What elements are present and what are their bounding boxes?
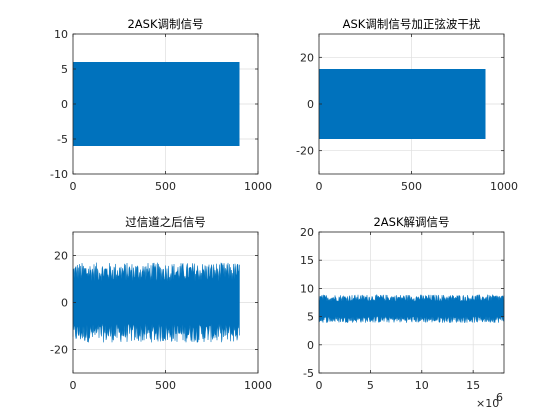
signal-band — [72, 262, 240, 343]
x-tick-label: 10 — [415, 379, 429, 392]
signal-band — [318, 294, 505, 324]
y-tick-label: -5 — [303, 367, 314, 380]
signal-band — [319, 69, 486, 139]
subplot-title: 过信道之后信号 — [125, 215, 206, 229]
subplot-title: 2ASK调制信号 — [127, 17, 203, 31]
x-tick-label: 500 — [401, 180, 422, 193]
y-tick-label: -10 — [50, 168, 68, 181]
x-tick-label: 500 — [155, 379, 176, 392]
x-tick-label: 500 — [155, 180, 176, 193]
y-tick-label: -5 — [57, 133, 68, 146]
y-tick-label: 20 — [54, 250, 68, 263]
x-tick-label: 5 — [367, 379, 374, 392]
y-tick-label: 5 — [61, 63, 68, 76]
y-tick-label: -20 — [50, 344, 68, 357]
x-tick-label: 1000 — [490, 180, 518, 193]
y-tick-label: 0 — [61, 297, 68, 310]
subplot-1: 0 500 1000 -10 -5 0 5 10 2ASK调制信号 — [50, 17, 272, 193]
subplot-title: ASK调制信号加正弦波干扰 — [343, 17, 481, 31]
x-tick-label: 15 — [466, 379, 480, 392]
y-tick-label: 10 — [300, 282, 314, 295]
x-tick-label: 0 — [316, 180, 323, 193]
x-tick-label: 0 — [70, 180, 77, 193]
x-tick-label: 1000 — [244, 379, 272, 392]
y-tick-label: 0 — [307, 98, 314, 111]
y-tick-label: 20 — [300, 226, 314, 239]
subplot-3: 0 500 1000 -20 0 20 过信道之后信号 — [50, 215, 272, 392]
y-tick-label: -20 — [296, 145, 314, 158]
x-tick-label: 0 — [316, 379, 323, 392]
x-multiplier-exponent: 6 — [496, 391, 503, 404]
y-tick-label: 20 — [300, 51, 314, 64]
y-tick-label: 0 — [61, 98, 68, 111]
axes-box — [318, 231, 505, 374]
y-tick-label: 10 — [54, 28, 68, 41]
y-tick-label: 0 — [307, 339, 314, 352]
signal-band — [73, 62, 240, 146]
x-multiplier-label: ×10 — [476, 397, 499, 410]
x-tick-label: 0 — [70, 379, 77, 392]
y-tick-label: 15 — [300, 254, 314, 267]
subplot-2: 0 500 1000 -20 0 20 ASK调制信号加正弦波干扰 — [296, 17, 518, 193]
x-tick-label: 1000 — [244, 180, 272, 193]
subplot-title: 2ASK解调信号 — [373, 215, 449, 229]
y-tick-label: 5 — [307, 311, 314, 324]
